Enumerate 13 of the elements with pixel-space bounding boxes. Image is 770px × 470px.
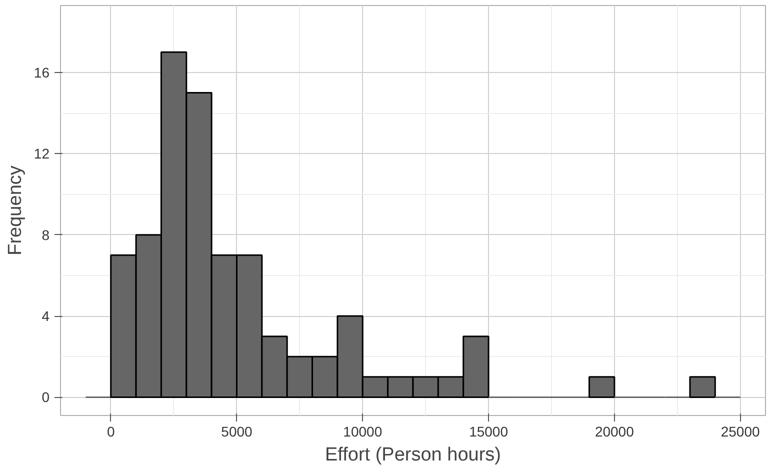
x-tick-label: 5000	[221, 424, 253, 440]
x-tick-label: 15000	[469, 424, 508, 440]
x-tick-label: 25000	[720, 424, 760, 440]
x-tick-label: 20000	[594, 424, 634, 440]
y-tick-label: 0	[42, 389, 50, 406]
y-tick-label: 8	[42, 226, 50, 243]
x-tick-label: 10000	[343, 424, 382, 440]
y-tick-label: 16	[34, 64, 50, 80]
y-tick-label: 4	[42, 308, 50, 324]
x-tick-label: 0	[106, 424, 115, 440]
y-tick-label: 12	[34, 146, 50, 162]
y-axis-title: Frequency	[4, 165, 26, 256]
x-axis-title: Effort (Person hours)	[325, 444, 502, 466]
